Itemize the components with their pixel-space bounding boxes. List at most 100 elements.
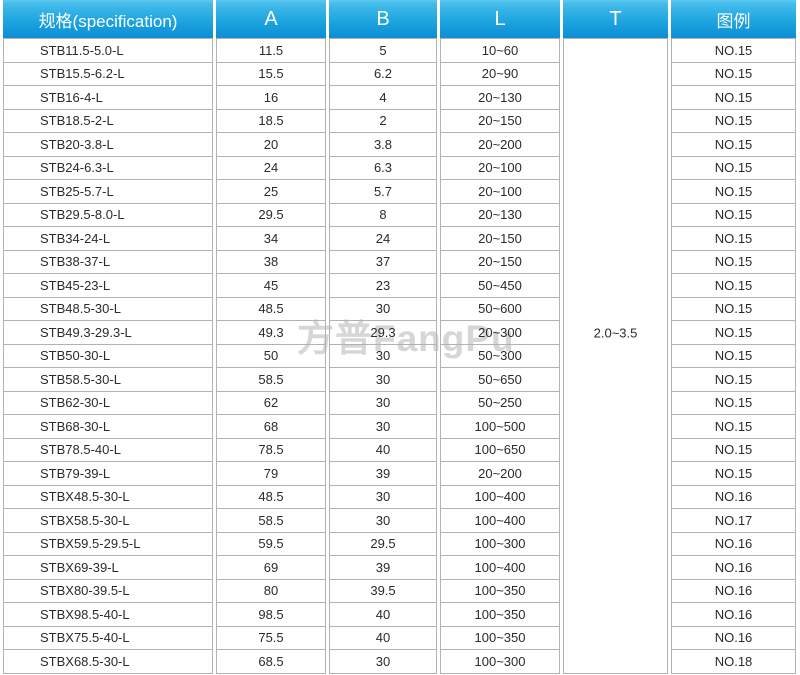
spec-cell: STBX80-39.5-L xyxy=(3,579,213,603)
header-specification: 规格(specification) xyxy=(3,0,213,38)
table-row: STB24-6.3-L 24 6.3 20~100 NO.15 xyxy=(3,156,796,180)
b-cell: 29.5 xyxy=(329,532,437,556)
spec-cell: STB29.5-8.0-L xyxy=(3,203,213,227)
a-cell: 11.5 xyxy=(216,38,326,63)
table-row: STB50-30-L 50 30 50~300 NO.15 xyxy=(3,344,796,368)
legend-cell: NO.15 xyxy=(671,227,796,251)
b-cell: 23 xyxy=(329,274,437,298)
table-row: STB15.5-6.2-L 15.5 6.2 20~90 NO.15 xyxy=(3,62,796,86)
table-row: STB38-37-L 38 37 20~150 NO.15 xyxy=(3,250,796,274)
header-legend: 图例 xyxy=(671,0,796,38)
a-cell: 29.5 xyxy=(216,203,326,227)
table-row: STB34-24-L 34 24 20~150 NO.15 xyxy=(3,227,796,251)
table-row: STB79-39-L 79 39 20~200 NO.15 xyxy=(3,462,796,486)
table-row: STB20-3.8-L 20 3.8 20~200 NO.15 xyxy=(3,133,796,157)
spec-cell: STB11.5-5.0-L xyxy=(3,38,213,63)
t-range-value: 2.0~3.5 xyxy=(593,325,638,341)
table-row: STB11.5-5.0-L 11.5 5 10~60 2.0~3.5 NO.15 xyxy=(3,38,796,674)
header-l: L xyxy=(440,0,560,38)
l-cell: 100~300 xyxy=(440,532,560,556)
spec-cell: STB34-24-L xyxy=(3,227,213,251)
legend-cell: NO.15 xyxy=(671,250,796,274)
a-cell: 75.5 xyxy=(216,626,326,650)
table-row: STB18.5-2-L 18.5 2 20~150 NO.15 xyxy=(3,109,796,133)
a-cell: 58.5 xyxy=(216,509,326,533)
table-row: STB62-30-L 62 30 50~250 NO.15 xyxy=(3,391,796,415)
legend-cell: NO.15 xyxy=(671,368,796,392)
table-row: STBX80-39.5-L 80 39.5 100~350 NO.16 xyxy=(3,579,796,603)
a-cell: 25 xyxy=(216,180,326,204)
l-cell: 20~100 xyxy=(440,180,560,204)
legend-cell: NO.15 xyxy=(671,133,796,157)
table-row: STB29.5-8.0-L 29.5 8 20~130 NO.15 xyxy=(3,203,796,227)
spec-cell: STBX58.5-30-L xyxy=(3,509,213,533)
b-cell: 6.2 xyxy=(329,62,437,86)
legend-cell: NO.15 xyxy=(671,415,796,439)
spec-cell: STB78.5-40-L xyxy=(3,438,213,462)
l-cell: 20~200 xyxy=(440,133,560,157)
l-cell: 100~400 xyxy=(440,485,560,509)
a-cell: 79 xyxy=(216,462,326,486)
legend-cell: NO.15 xyxy=(671,391,796,415)
spec-cell: STB79-39-L xyxy=(3,462,213,486)
table-row: STBX69-39-L 69 39 100~400 NO.16 xyxy=(3,556,796,580)
a-cell: 68 xyxy=(216,415,326,439)
a-cell: 78.5 xyxy=(216,438,326,462)
a-cell: 80 xyxy=(216,579,326,603)
table-row: STBX59.5-29.5-L 59.5 29.5 100~300 NO.16 xyxy=(3,532,796,556)
a-cell: 24 xyxy=(216,156,326,180)
a-cell: 62 xyxy=(216,391,326,415)
spec-cell: STB50-30-L xyxy=(3,344,213,368)
spec-cell: STB58.5-30-L xyxy=(3,368,213,392)
b-cell: 8 xyxy=(329,203,437,227)
l-cell: 100~350 xyxy=(440,579,560,603)
b-cell: 5.7 xyxy=(329,180,437,204)
legend-cell: NO.15 xyxy=(671,438,796,462)
a-cell: 38 xyxy=(216,250,326,274)
spec-cell: STB16-4-L xyxy=(3,86,213,110)
b-cell: 30 xyxy=(329,415,437,439)
b-cell: 40 xyxy=(329,438,437,462)
spec-cell: STBX69-39-L xyxy=(3,556,213,580)
header-a: A xyxy=(216,0,326,38)
b-cell: 40 xyxy=(329,626,437,650)
b-cell: 2 xyxy=(329,109,437,133)
b-cell: 30 xyxy=(329,344,437,368)
l-cell: 100~650 xyxy=(440,438,560,462)
legend-cell: NO.16 xyxy=(671,603,796,627)
l-cell: 20~150 xyxy=(440,227,560,251)
legend-cell: NO.15 xyxy=(671,344,796,368)
legend-cell: NO.16 xyxy=(671,532,796,556)
a-cell: 49.3 xyxy=(216,321,326,345)
l-cell: 20~130 xyxy=(440,203,560,227)
spec-cell: STBX59.5-29.5-L xyxy=(3,532,213,556)
l-cell: 100~400 xyxy=(440,556,560,580)
spec-cell: STB25-5.7-L xyxy=(3,180,213,204)
table-row: STB58.5-30-L 58.5 30 50~650 NO.15 xyxy=(3,368,796,392)
spec-cell: STBX68.5-30-L xyxy=(3,650,213,674)
a-cell: 16 xyxy=(216,86,326,110)
legend-cell: NO.15 xyxy=(671,203,796,227)
spec-cell: STBX48.5-30-L xyxy=(3,485,213,509)
l-cell: 20~150 xyxy=(440,250,560,274)
l-cell: 50~600 xyxy=(440,297,560,321)
table-row: STB45-23-L 45 23 50~450 NO.15 xyxy=(3,274,796,298)
legend-cell: NO.15 xyxy=(671,86,796,110)
spec-cell: STB48.5-30-L xyxy=(3,297,213,321)
l-cell: 100~500 xyxy=(440,415,560,439)
l-cell: 20~150 xyxy=(440,109,560,133)
b-cell: 30 xyxy=(329,368,437,392)
a-cell: 50 xyxy=(216,344,326,368)
spec-table-body: STB11.5-5.0-L 11.5 5 10~60 2.0~3.5 NO.15 … xyxy=(3,38,796,674)
l-cell: 50~300 xyxy=(440,344,560,368)
b-cell: 37 xyxy=(329,250,437,274)
legend-cell: NO.15 xyxy=(671,156,796,180)
spec-cell: STB15.5-6.2-L xyxy=(3,62,213,86)
table-row: STB78.5-40-L 78.5 40 100~650 NO.15 xyxy=(3,438,796,462)
l-cell: 20~90 xyxy=(440,62,560,86)
a-cell: 34 xyxy=(216,227,326,251)
b-cell: 40 xyxy=(329,603,437,627)
l-cell: 100~300 xyxy=(440,650,560,674)
b-cell: 30 xyxy=(329,509,437,533)
table-row: STB68-30-L 68 30 100~500 NO.15 xyxy=(3,415,796,439)
